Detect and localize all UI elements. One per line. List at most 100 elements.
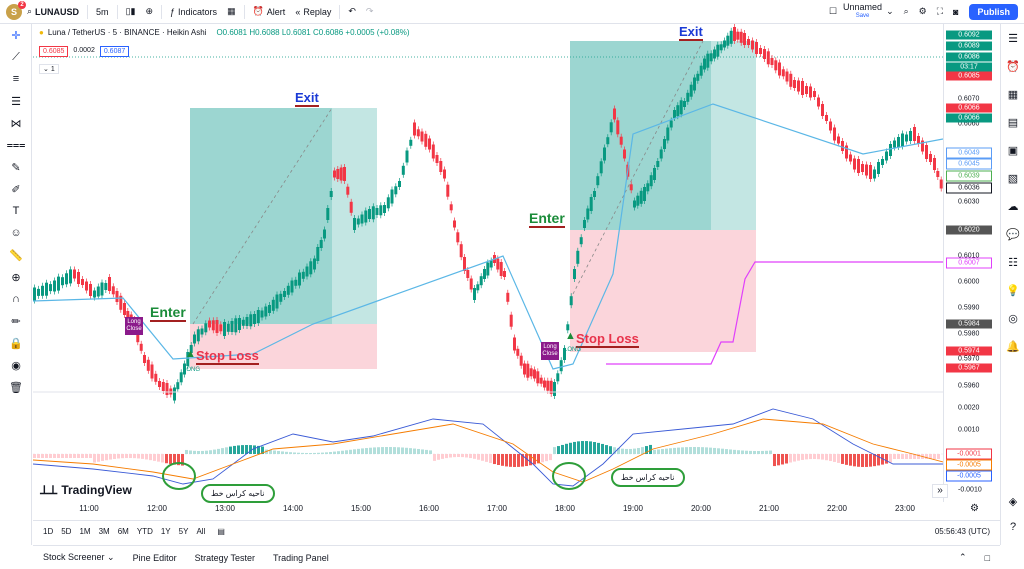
news-icon[interactable]: ▧ xyxy=(1007,172,1019,185)
pattern-icon[interactable]: ⋈ xyxy=(10,117,22,130)
replay-button[interactable]: « Replay xyxy=(290,0,336,24)
macd-bar xyxy=(817,454,820,460)
publish-button[interactable]: Publish xyxy=(969,3,1018,20)
clock-utc[interactable]: 05:56:43 (UTC) xyxy=(934,527,990,536)
calendar-icon[interactable]: ▣ xyxy=(1007,144,1019,157)
macd-bar xyxy=(57,454,60,458)
quick-search-button[interactable]: ⌕ xyxy=(899,0,914,24)
timeframe-6m[interactable]: 6M xyxy=(117,527,129,536)
scroll-right-button[interactable]: » xyxy=(932,484,948,498)
price-chart[interactable] xyxy=(33,24,943,502)
macd-bar xyxy=(233,445,236,454)
interval-button[interactable]: 5m xyxy=(91,0,114,24)
compare-button[interactable]: ⊕ xyxy=(140,0,158,24)
macd-tick: -0.0010 xyxy=(958,486,982,494)
streams-icon[interactable]: ☷ xyxy=(1008,256,1018,269)
legend-ohlc: O0.6081 H0.6088 L0.6081 C0.6086 +0.0005 … xyxy=(216,28,410,37)
tab-pine-editor[interactable]: Pine Editor xyxy=(132,552,177,563)
macd-bar xyxy=(917,454,920,459)
layers-icon[interactable]: ◈ xyxy=(1008,495,1018,508)
timeframe-5y[interactable]: 5Y xyxy=(178,527,189,536)
help-icon[interactable]: ? xyxy=(1009,521,1017,533)
maximize-panel-icon[interactable]: □ xyxy=(984,552,990,563)
timeframe-ytd[interactable]: YTD xyxy=(136,527,153,536)
bulb-icon[interactable]: 💡 xyxy=(1006,284,1020,297)
macd-bar xyxy=(641,447,644,454)
time-tick: 22:00 xyxy=(826,504,848,513)
macd-bar xyxy=(757,450,760,454)
emoji-icon[interactable]: ☺ xyxy=(10,227,22,239)
legend-collapse-button[interactable]: ⌄ 1 xyxy=(39,64,59,74)
macd-bar xyxy=(749,450,752,454)
chats-icon[interactable]: 💬 xyxy=(1006,228,1020,241)
macd-bar xyxy=(861,454,864,467)
pen-icon[interactable]: ✐ xyxy=(11,183,21,196)
macd-bar xyxy=(517,454,520,467)
collapse-panel-icon[interactable]: ⌃ xyxy=(959,552,967,562)
timeframe-3m[interactable]: 3M xyxy=(98,527,110,536)
templates-button[interactable]: ▦ xyxy=(222,0,241,24)
alerts-clock-icon[interactable]: ⏰ xyxy=(1006,60,1020,73)
snapshot-button[interactable]: ◙ xyxy=(948,0,963,24)
macd-bar xyxy=(61,454,64,458)
macd-bar xyxy=(425,449,428,454)
data-window-icon[interactable]: ▦ xyxy=(1007,88,1019,101)
chart-pane[interactable]: ● Luna / TetherUS · 5 · BINANCE · Heikin… xyxy=(33,24,1000,520)
tab-stock-screener[interactable]: Stock Screener ⌄ xyxy=(43,552,115,563)
layout-button[interactable]: ☐ Unnamed Save ⌄ xyxy=(824,0,899,24)
long-position-loss-zone-1 xyxy=(190,324,377,369)
fib-icon[interactable]: ⩶ xyxy=(6,138,26,151)
magnet-icon[interactable]: ∩ xyxy=(12,293,20,305)
ideas-cloud-icon[interactable]: ☁ xyxy=(1007,200,1019,213)
buy-price-button[interactable]: 0.6087 xyxy=(99,46,130,57)
trend-line-icon[interactable]: ⟋ xyxy=(12,50,20,63)
notifications-bell-icon[interactable]: 🔔 xyxy=(1006,340,1020,353)
rewind-icon: « xyxy=(295,6,301,17)
long-position-loss-zone-2 xyxy=(570,230,756,352)
price-axis[interactable]: 0.6070 0.6060 0.6030 0.6010 0.6000 0.599… xyxy=(943,24,1000,502)
macd-bar xyxy=(421,449,424,454)
crosshair-icon[interactable]: ✛ xyxy=(11,29,21,42)
indicators-button[interactable]: ƒ Indicators xyxy=(165,0,222,24)
lock-icon[interactable]: 🔒 xyxy=(9,337,23,350)
text-icon[interactable]: T xyxy=(12,205,20,217)
user-avatar[interactable]: S 2 xyxy=(6,0,26,20)
trash-icon[interactable]: 🗑 xyxy=(9,381,23,394)
bar-style-button[interactable]: ▯▮ xyxy=(121,0,141,24)
parallel-channel-icon[interactable]: ☰ xyxy=(11,95,21,108)
lock-drawing-icon[interactable]: ✏ xyxy=(11,315,21,328)
sell-price-button[interactable]: 0.6085 xyxy=(39,46,69,57)
symbol-search-button[interactable]: ⌕ LUNAUSD xyxy=(22,0,84,24)
brush-icon[interactable]: ✎ xyxy=(11,161,21,174)
date-range-icon[interactable]: ▤ xyxy=(217,527,225,536)
macd-bar xyxy=(385,447,388,454)
time-axis[interactable]: 11:00 12:00 13:00 14:00 15:00 16:00 17:00 18:00… xyxy=(33,502,943,518)
timeframe-5d[interactable]: 5D xyxy=(61,527,72,536)
fullscreen-button[interactable]: ⛶ xyxy=(932,0,948,24)
macd-bar xyxy=(901,454,904,459)
settings-button[interactable]: ⚙ xyxy=(914,0,932,24)
macd-bar xyxy=(129,454,132,459)
macd-bar xyxy=(537,454,540,464)
alert-button[interactable]: ⏰ Alert xyxy=(248,0,291,24)
horizontal-lines-icon[interactable]: ≡ xyxy=(12,73,20,85)
timeframe-1m[interactable]: 1M xyxy=(79,527,91,536)
redo-button[interactable]: ↷ xyxy=(361,0,379,24)
axis-settings-button[interactable]: ⚙ xyxy=(970,503,979,514)
watchlist-icon[interactable]: ☰ xyxy=(1008,32,1018,45)
macd-bar xyxy=(889,454,892,463)
tab-strategy-tester[interactable]: Strategy Tester xyxy=(194,552,255,563)
timeframe-1d[interactable]: 1D xyxy=(43,527,54,536)
timeframe-all[interactable]: All xyxy=(196,527,206,536)
macd-bar xyxy=(433,454,436,461)
eye-icon[interactable]: ◉ xyxy=(11,359,21,372)
undo-button[interactable]: ↶ xyxy=(343,0,361,24)
brand-name: TradingView xyxy=(61,483,132,497)
hotlist-icon[interactable]: ▤ xyxy=(1007,116,1019,129)
broadcast-icon[interactable]: ◎ xyxy=(1008,312,1018,325)
ruler-icon[interactable]: 📏 xyxy=(9,249,23,262)
legend-title[interactable]: Luna / TetherUS · 5 · BINANCE · Heikin A… xyxy=(47,28,207,37)
zoom-in-icon[interactable]: ⊕ xyxy=(11,271,21,284)
timeframe-1y[interactable]: 1Y xyxy=(160,527,171,536)
tab-trading-panel[interactable]: Trading Panel xyxy=(273,552,329,563)
